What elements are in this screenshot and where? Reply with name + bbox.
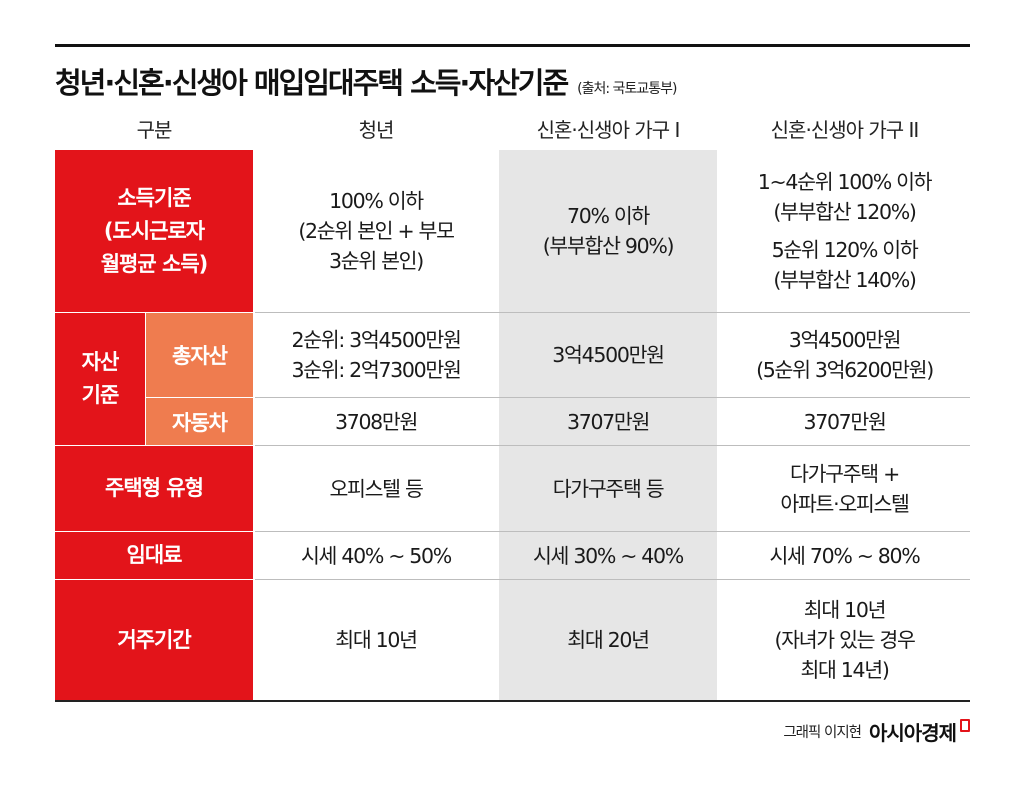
residence-youth: 최대 10년 xyxy=(335,628,418,652)
row-label-income: 소득기준 (도시근로자 월평균 소득) xyxy=(55,150,253,312)
housing-newlywed-2: 다가구주택 + 아파트·오피스텔 xyxy=(780,461,909,516)
car-youth: 3708만원 xyxy=(334,409,418,434)
car-newlywed-2: 3707만원 xyxy=(803,409,886,434)
graphic-byline: 그래픽 이지현 xyxy=(783,724,862,741)
brand-mark-icon xyxy=(960,718,970,732)
sublabel-total-asset: 총자산 xyxy=(146,313,253,397)
row-divider xyxy=(255,397,970,398)
total-asset-youth: 2순위: 3억4500만원 3순위: 2억7300만원 xyxy=(291,328,461,382)
income-youth: 100% 이하 (2순위 본인 + 부모 3순위 본인) xyxy=(298,189,455,273)
header-newlywed-1: 신혼·신생아 가구 I xyxy=(536,117,681,142)
income-newlywed-1: 70% 이하 (부부합산 90%) xyxy=(542,204,675,258)
bottom-rule xyxy=(55,700,970,702)
brand-logo: 아시아경제 xyxy=(869,720,957,745)
header-newlywed-2: 신혼·신생아 가구 II xyxy=(770,117,920,142)
row-divider xyxy=(255,445,970,446)
row-label-rent: 임대료 xyxy=(55,532,253,579)
highlight-column xyxy=(499,150,717,701)
housing-newlywed-1: 다가구주택 등 xyxy=(552,476,665,501)
title-block: 청년·신혼·신생아 매입임대주택 소득·자산기준 (출처: 국토교통부) xyxy=(55,60,677,100)
rent-newlywed-1: 시세 30% ~ 40% xyxy=(533,543,684,568)
total-asset-newlywed-1: 3억4500만원 xyxy=(552,343,665,367)
row-divider xyxy=(255,579,970,580)
title-rule xyxy=(55,44,970,47)
rent-youth: 시세 40% ~ 50% xyxy=(301,543,452,568)
sublabel-car: 자동차 xyxy=(146,398,253,445)
header-youth: 청년 xyxy=(358,117,395,142)
total-asset-newlywed-2: 3억4500만원 (5순위 3억6200만원) xyxy=(756,328,934,382)
income-newlywed-2: 1~4순위 100% 이하 (부부합산 120%) 5순위 120% 이하 (부… xyxy=(757,170,933,292)
row-divider xyxy=(255,531,970,532)
row-divider xyxy=(255,312,970,313)
row-label-housing-type: 주택형 유형 xyxy=(55,446,253,531)
row-label-asset: 자산 기준 xyxy=(55,313,145,445)
rent-newlywed-2: 시세 70% ~ 80% xyxy=(769,543,921,568)
residence-newlywed-1: 최대 20년 xyxy=(567,628,650,652)
car-newlywed-1: 3707만원 xyxy=(566,409,650,434)
page-title: 청년·신혼·신생아 매입임대주택 소득·자산기준 xyxy=(55,66,569,100)
row-label-residence: 거주기간 xyxy=(55,580,253,700)
header-category: 구분 xyxy=(136,117,173,142)
source-note: (출처: 국토교통부) xyxy=(577,81,677,97)
residence-newlywed-2: 최대 10년 (자녀가 있는 경우 최대 14년) xyxy=(774,598,915,682)
housing-youth: 오피스텔 등 xyxy=(329,476,423,501)
credit: 그래픽 이지현 아시아경제 xyxy=(783,716,970,746)
